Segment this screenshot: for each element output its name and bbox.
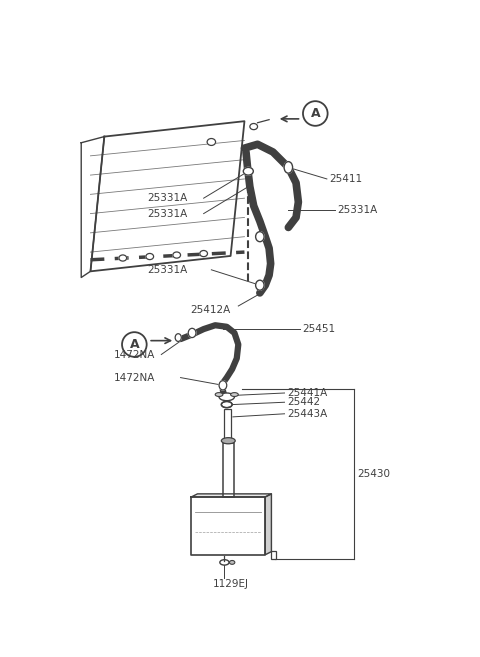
Text: 25430: 25430 xyxy=(358,469,391,479)
Ellipse shape xyxy=(173,252,180,258)
Ellipse shape xyxy=(243,168,253,175)
Text: A: A xyxy=(311,107,320,120)
Text: 1472NA: 1472NA xyxy=(114,373,155,382)
Ellipse shape xyxy=(175,334,181,342)
Ellipse shape xyxy=(188,328,196,338)
Ellipse shape xyxy=(221,438,235,444)
Text: 25412A: 25412A xyxy=(191,305,231,315)
Text: 25331A: 25331A xyxy=(147,193,188,203)
Ellipse shape xyxy=(219,380,227,390)
Text: 25443A: 25443A xyxy=(287,409,327,419)
Text: 1472NA: 1472NA xyxy=(114,350,155,359)
Text: 1129EJ: 1129EJ xyxy=(213,579,249,589)
Ellipse shape xyxy=(284,162,293,173)
Text: 25331A: 25331A xyxy=(337,205,377,215)
Text: 25331A: 25331A xyxy=(147,208,188,219)
Ellipse shape xyxy=(146,254,154,260)
Bar xyxy=(223,443,234,497)
Ellipse shape xyxy=(215,393,223,396)
Ellipse shape xyxy=(256,280,264,290)
Ellipse shape xyxy=(219,393,234,401)
Text: 25442: 25442 xyxy=(287,397,320,407)
Polygon shape xyxy=(192,497,265,555)
Ellipse shape xyxy=(250,124,258,129)
Text: 25411: 25411 xyxy=(329,174,362,184)
Text: 25331A: 25331A xyxy=(147,265,188,275)
Ellipse shape xyxy=(207,139,216,145)
Ellipse shape xyxy=(230,393,238,396)
Text: 25451: 25451 xyxy=(302,324,336,334)
Polygon shape xyxy=(265,494,271,555)
Ellipse shape xyxy=(229,560,235,564)
Text: A: A xyxy=(130,338,139,351)
Ellipse shape xyxy=(119,255,127,261)
Polygon shape xyxy=(192,494,271,497)
Text: 25441A: 25441A xyxy=(287,388,327,398)
Bar xyxy=(271,551,276,558)
Ellipse shape xyxy=(221,401,232,407)
Bar xyxy=(224,409,231,439)
Ellipse shape xyxy=(220,560,229,565)
Ellipse shape xyxy=(200,250,207,257)
Ellipse shape xyxy=(256,232,264,242)
